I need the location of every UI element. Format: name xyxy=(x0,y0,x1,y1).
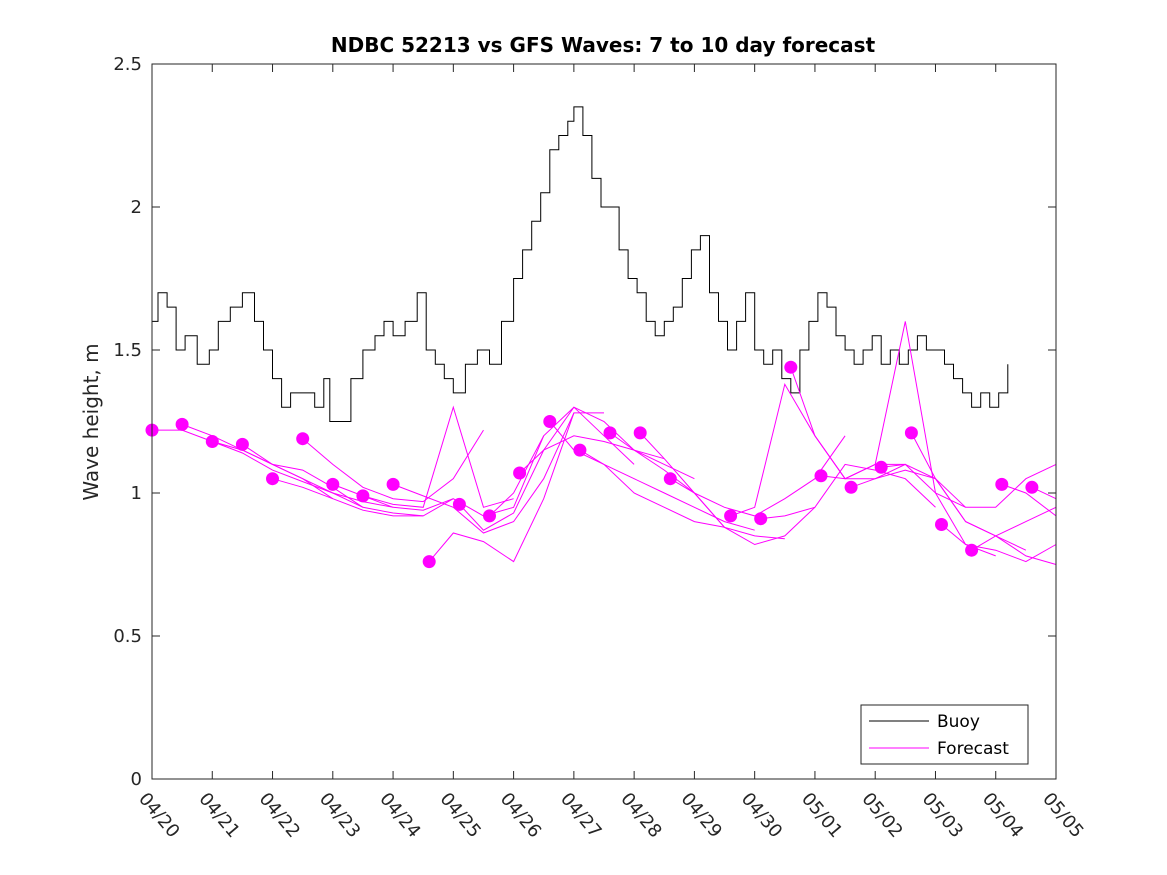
forecast-start-point-21 xyxy=(784,360,798,374)
forecast-line-17 xyxy=(639,432,816,546)
forecast-line-28 xyxy=(1001,483,1057,517)
forecast-line-10 xyxy=(428,412,604,563)
legend-box xyxy=(860,704,1029,765)
forecast-start-point-22 xyxy=(814,469,828,483)
y-tick-label: 1 xyxy=(131,483,142,504)
forecast-start-point-19 xyxy=(724,509,738,523)
forecast-start-point-28 xyxy=(995,477,1009,491)
legend-label-2: Forecast xyxy=(937,739,1009,759)
forecast-line-24 xyxy=(881,463,1057,508)
forecast-start-point-6 xyxy=(296,432,310,446)
forecast-start-point-14 xyxy=(543,415,557,428)
forecast-line-9 xyxy=(392,412,575,534)
forecast-line-26 xyxy=(941,524,1057,563)
forecast-start-point-12 xyxy=(483,509,496,523)
forecast-start-point-2 xyxy=(175,417,189,431)
forecast-start-point-3 xyxy=(205,435,219,448)
y-tick-label: 2.5 xyxy=(113,54,142,75)
forecast-start-point-4 xyxy=(235,437,249,451)
y-axis-title: Wave height, m xyxy=(79,343,103,500)
forecast-start-point-23 xyxy=(844,480,858,494)
y-tick-label: 0.5 xyxy=(113,626,142,647)
forecast-start-point-17 xyxy=(633,426,647,440)
forecast-start-point-11 xyxy=(452,497,466,511)
chart-title: NDBC 52213 vs GFS Waves: 7 to 10 day for… xyxy=(331,33,876,57)
forecast-start-point-26 xyxy=(935,518,948,531)
legend: Buoy Forecast xyxy=(860,704,1029,765)
forecast-start-point-20 xyxy=(754,512,768,526)
forecast-line-6 xyxy=(302,429,484,503)
forecast-line-27 xyxy=(971,506,1057,551)
forecast-line-5 xyxy=(272,478,454,517)
forecast-start-point-16 xyxy=(603,426,617,440)
forecast-line-25 xyxy=(910,432,1057,565)
legend-label-1: Buoy xyxy=(937,712,980,732)
y-tick-label: 1.5 xyxy=(113,340,142,361)
plot-area xyxy=(145,64,1057,779)
buoy-series-line xyxy=(152,106,1009,422)
forecast-start-point-25 xyxy=(904,426,918,440)
forecast-start-point-5 xyxy=(266,472,279,486)
forecast-start-point-29 xyxy=(1025,480,1039,494)
axes-box xyxy=(151,63,1057,780)
forecast-line-18 xyxy=(670,435,846,517)
forecast-line-4 xyxy=(242,443,424,517)
forecast-line-15 xyxy=(579,449,755,531)
forecast-line-8 xyxy=(362,435,545,517)
forecast-start-point-13 xyxy=(513,466,527,480)
forecast-start-point-7 xyxy=(326,477,340,491)
forecast-start-point-18 xyxy=(663,472,677,486)
forecast-start-point-15 xyxy=(573,443,587,457)
y-tick-label: 0 xyxy=(131,769,142,790)
forecast-start-point-10 xyxy=(422,555,436,569)
forecast-start-point-8 xyxy=(356,489,370,503)
y-tick-label: 2 xyxy=(131,197,142,218)
forecast-start-point-9 xyxy=(386,477,400,491)
forecast-start-point-27 xyxy=(965,543,979,557)
forecast-start-point-24 xyxy=(874,460,888,474)
forecast-line-20 xyxy=(760,463,936,520)
forecast-line-13 xyxy=(519,435,695,480)
